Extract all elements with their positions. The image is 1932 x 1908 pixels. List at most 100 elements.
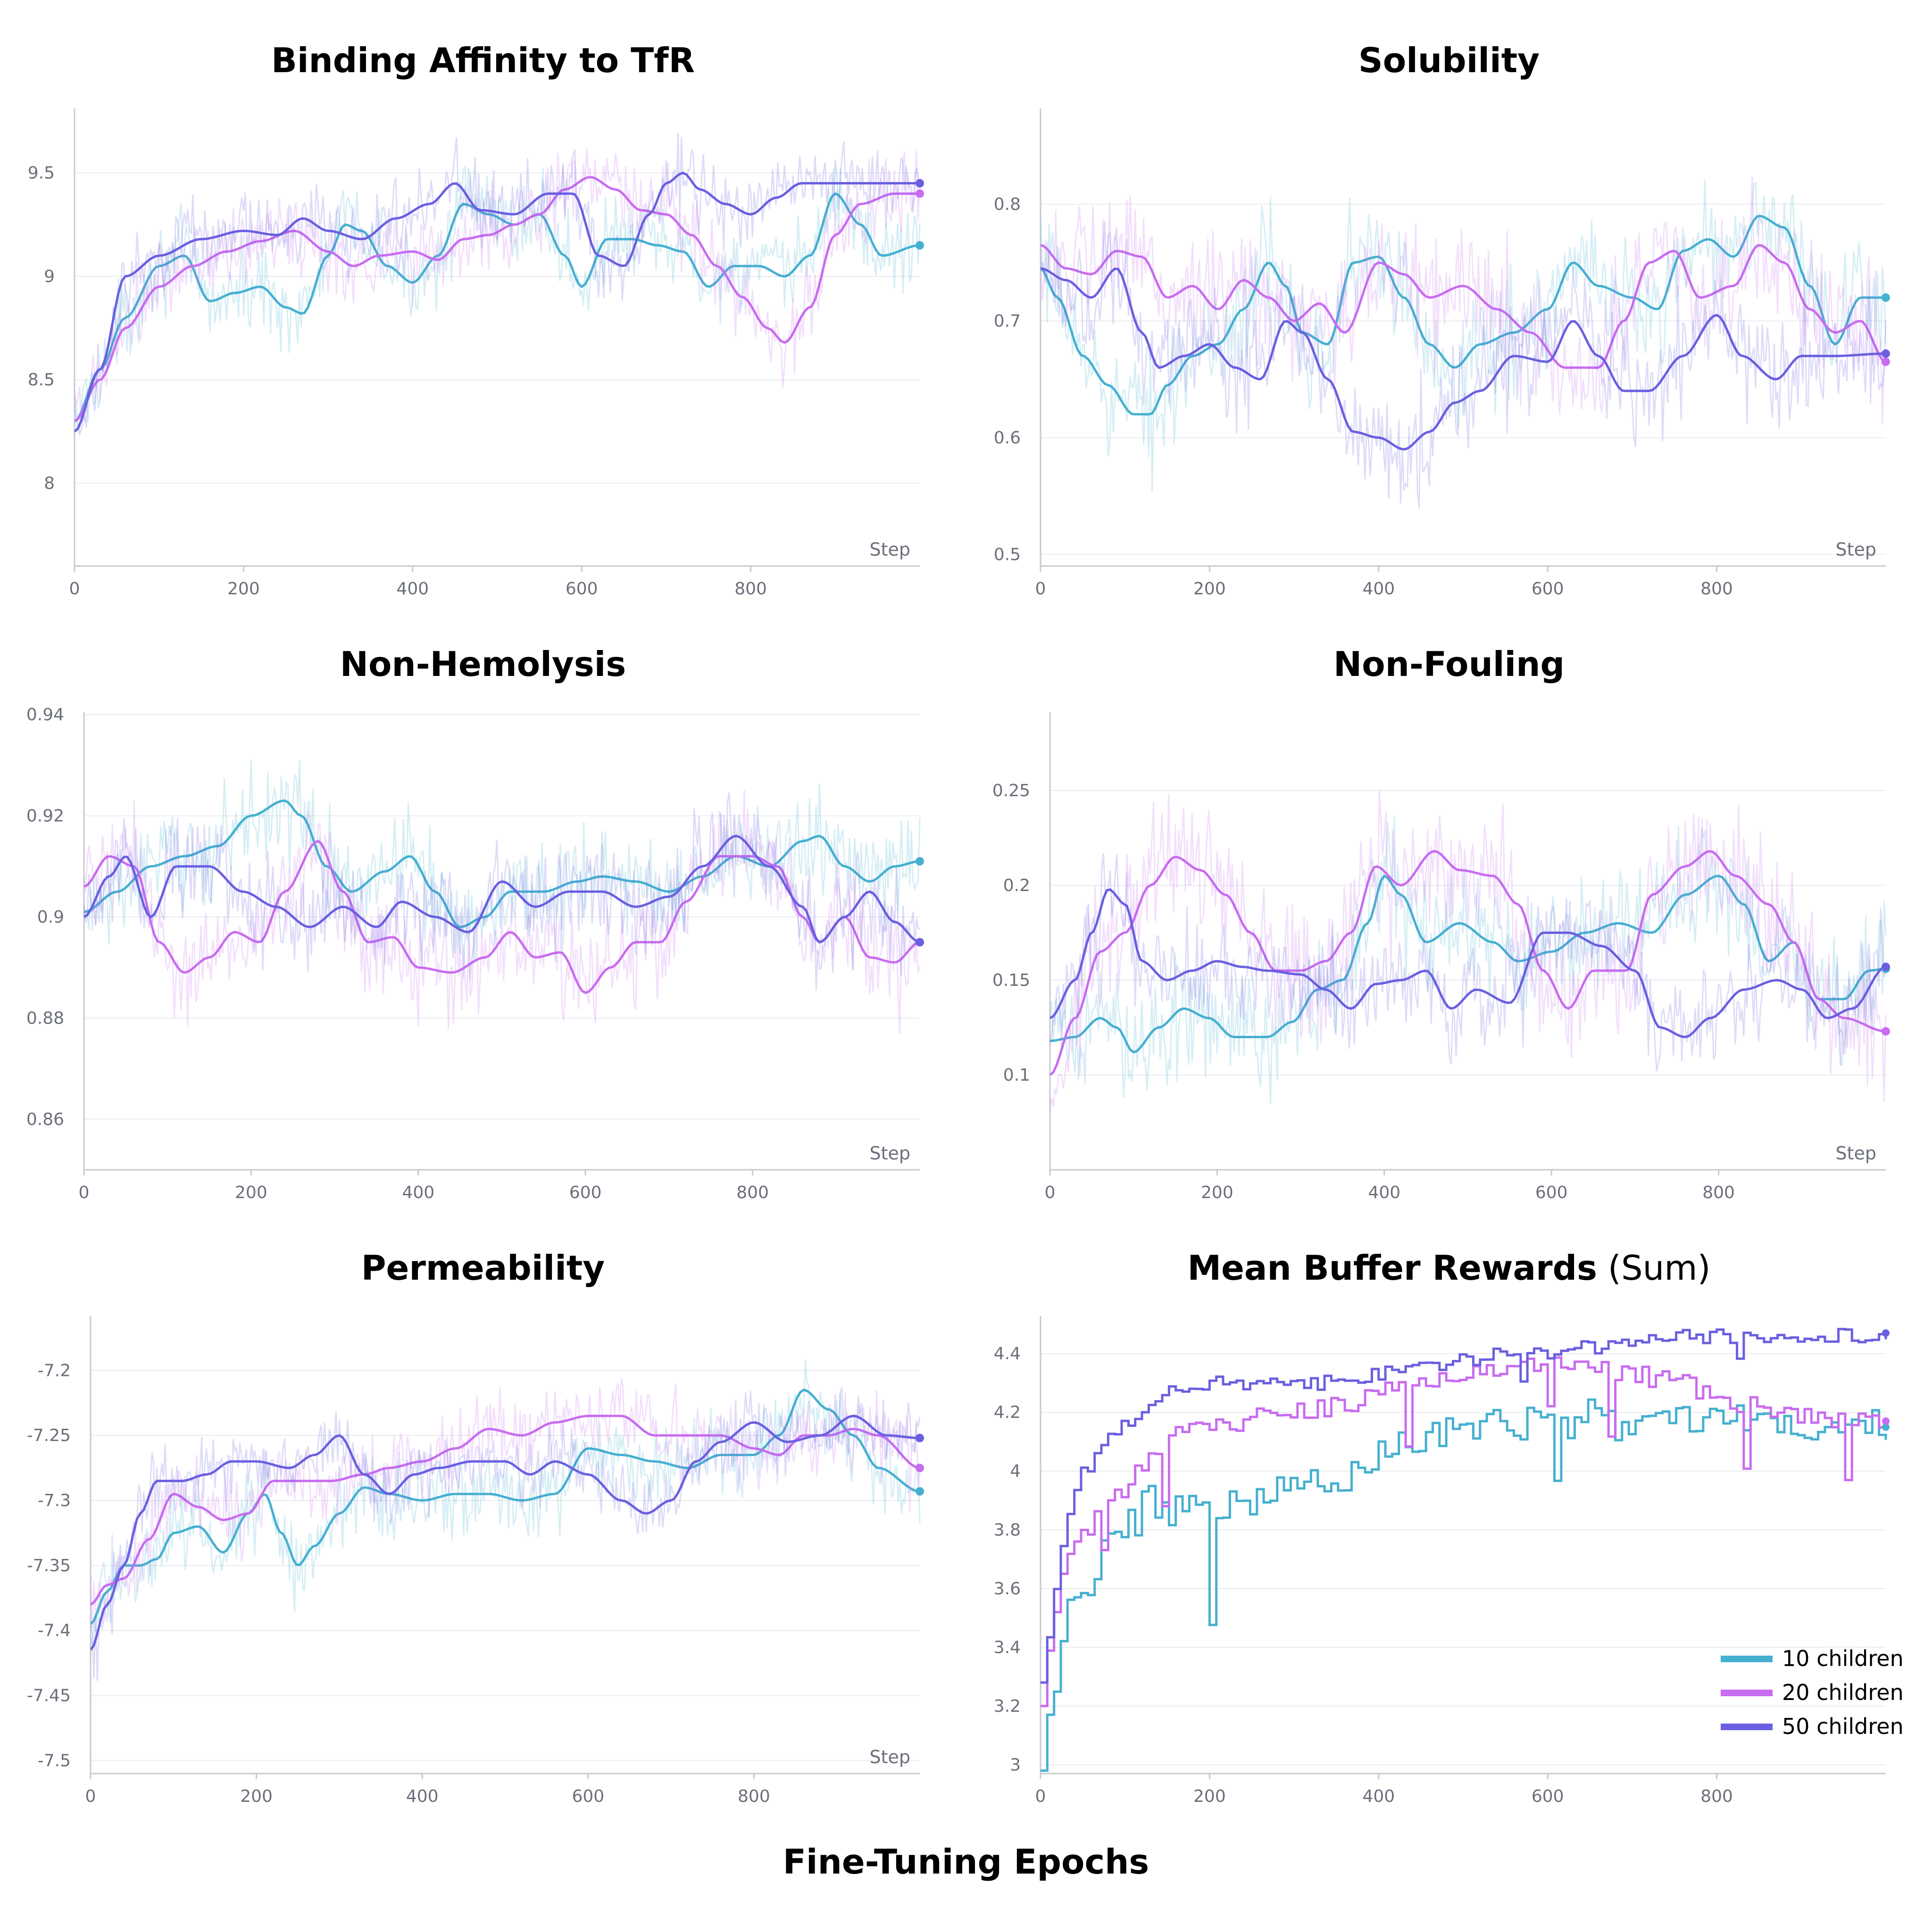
series-end-marker bbox=[1882, 1027, 1890, 1036]
series-group bbox=[84, 759, 921, 1035]
y-tick-label: -7.35 bbox=[27, 1556, 71, 1575]
y-tick-label: 3 bbox=[1010, 1755, 1021, 1775]
x-tick-label: 800 bbox=[738, 1787, 770, 1806]
step-label: Step bbox=[869, 539, 910, 560]
series-line-10-children bbox=[1041, 215, 1886, 416]
y-tick-label: 4 bbox=[1010, 1462, 1021, 1481]
panel-title-suffix: (Sum) bbox=[1597, 1248, 1711, 1288]
series-group bbox=[1041, 1328, 1887, 1772]
y-tick-label: 3.6 bbox=[994, 1579, 1021, 1599]
y-tick-label: -7.2 bbox=[38, 1361, 71, 1380]
series-line-20-children bbox=[1050, 850, 1886, 1076]
series-line-20-children bbox=[1041, 244, 1887, 369]
x-tick-label: 200 bbox=[1201, 1183, 1233, 1202]
y-tick-label: 0.88 bbox=[26, 1008, 64, 1028]
series-line-10-children bbox=[1041, 1398, 1887, 1772]
y-tick-label: 8 bbox=[44, 474, 55, 493]
panel-title: Permeability bbox=[361, 1248, 605, 1288]
series-end-marker bbox=[916, 189, 924, 198]
series-group bbox=[91, 1359, 921, 1681]
y-tick-label: -7.5 bbox=[38, 1751, 71, 1770]
x-tick-label: 200 bbox=[227, 579, 260, 599]
y-tick-label: 8.5 bbox=[28, 370, 55, 390]
y-tick-label: 0.2 bbox=[1003, 876, 1030, 895]
series-end-marker bbox=[916, 179, 924, 188]
x-tick-label: 0 bbox=[79, 1183, 90, 1202]
x-tick-label: 800 bbox=[1700, 579, 1733, 599]
legend: 10 children 20 children 50 children bbox=[1721, 1646, 1904, 1739]
series-raw-50-children bbox=[1041, 221, 1887, 509]
series-end-marker bbox=[1882, 357, 1890, 366]
x-tick-label: 800 bbox=[1700, 1787, 1733, 1806]
series-line-50-children bbox=[1041, 267, 1886, 450]
y-tick-label: 0.92 bbox=[26, 806, 64, 825]
y-tick-label: 3.2 bbox=[994, 1697, 1021, 1716]
x-tick-label: 400 bbox=[396, 579, 429, 599]
series-line-20-children bbox=[84, 840, 920, 994]
y-tick-label: 0.94 bbox=[26, 705, 64, 725]
x-tick-label: 800 bbox=[1702, 1183, 1735, 1202]
y-tick-label: 9 bbox=[44, 267, 55, 286]
series-group bbox=[1041, 176, 1887, 509]
step-label: Step bbox=[1835, 539, 1876, 560]
panel-solubility: Solubility 0.5 0.6 0.7 0.8 0 200 400 600 800 Step bbox=[966, 0, 1932, 604]
y-tick-label: 9.5 bbox=[28, 164, 55, 183]
series-line-20-children bbox=[1041, 1356, 1887, 1708]
x-tick-label: 0 bbox=[1035, 579, 1046, 599]
series-line-50-children bbox=[1041, 1328, 1887, 1684]
legend-label: 20 children bbox=[1782, 1680, 1904, 1705]
panel-title: Mean Buffer Rewards (Sum) bbox=[966, 1248, 1932, 1288]
x-tick-label: 0 bbox=[69, 579, 80, 599]
series-end-marker bbox=[1882, 1417, 1890, 1425]
x-tick-label: 600 bbox=[1532, 579, 1564, 599]
x-tick-label: 600 bbox=[566, 579, 598, 599]
y-tick-label: 0.9 bbox=[37, 908, 64, 927]
y-tick-label: 4.4 bbox=[994, 1344, 1021, 1364]
y-tick-label: -7.45 bbox=[27, 1686, 71, 1706]
step-label: Step bbox=[869, 1143, 910, 1164]
y-tick-label: -7.4 bbox=[38, 1621, 71, 1641]
panel-permeability: Permeability -7.5 -7.45 -7.4 -7.35 -7.3 -7.25… bbox=[0, 1208, 966, 1811]
x-tick-label: 400 bbox=[1362, 579, 1395, 599]
series-raw-50-children bbox=[1050, 853, 1887, 1072]
series-end-marker bbox=[916, 938, 924, 947]
series-line-10-children bbox=[91, 1388, 920, 1625]
series-raw-50-children bbox=[75, 133, 921, 436]
x-tick-label: 600 bbox=[569, 1183, 602, 1202]
series-raw-20-children bbox=[91, 1378, 921, 1628]
series-line-20-children bbox=[91, 1415, 920, 1606]
series-line-10-children bbox=[75, 192, 920, 422]
panel-title: Solubility bbox=[1358, 41, 1540, 80]
x-tick-label: 800 bbox=[734, 579, 767, 599]
y-tick-label: 0.15 bbox=[992, 971, 1030, 990]
panel-title: Non-Hemolysis bbox=[340, 644, 626, 684]
x-tick-label: 600 bbox=[1532, 1787, 1564, 1806]
x-tick-label: 200 bbox=[1193, 1787, 1226, 1806]
x-tick-label: 400 bbox=[1368, 1183, 1400, 1202]
series-raw-10-children bbox=[84, 759, 921, 979]
series-group bbox=[1050, 790, 1887, 1113]
x-tick-label: 200 bbox=[1193, 579, 1226, 599]
x-axis-title: Fine-Tuning Epochs bbox=[783, 1842, 1149, 1882]
x-tick-label: 0 bbox=[1035, 1787, 1046, 1806]
panel-title: Non-Fouling bbox=[1333, 644, 1565, 684]
series-raw-10-children bbox=[75, 164, 921, 433]
panel-title: Binding Affinity to TfR bbox=[271, 41, 695, 80]
permeability-chart: -7.5 -7.45 -7.4 -7.35 -7.3 -7.25 -7.2 0 200 400 60… bbox=[27, 1316, 924, 1806]
binding-affinity-chart: 8 8.5 9 9.5 0 200 400 600 800 Step bbox=[28, 108, 924, 599]
x-tick-label: 600 bbox=[1535, 1183, 1568, 1202]
series-end-marker bbox=[916, 1464, 924, 1473]
panel-binding-affinity: Binding Affinity to TfR 8 8.5 9 9.5 0 200 400 6… bbox=[0, 0, 966, 604]
series-end-marker bbox=[916, 1487, 924, 1496]
series-group bbox=[75, 133, 921, 436]
x-tick-label: 200 bbox=[240, 1787, 273, 1806]
legend-swatch bbox=[1721, 1724, 1773, 1730]
y-tick-label: 0.86 bbox=[26, 1110, 64, 1129]
panel-mean-buffer-rewards: Mean Buffer Rewards (Sum) 3 3.2 3.4 3.6 3.8 4… bbox=[966, 1208, 1932, 1811]
series-end-marker bbox=[1882, 349, 1890, 358]
y-tick-label: 0.7 bbox=[994, 311, 1021, 331]
y-tick-label: 4.2 bbox=[994, 1403, 1021, 1422]
step-label: Step bbox=[869, 1747, 910, 1767]
panel-title-main: Mean Buffer Rewards bbox=[1187, 1248, 1597, 1288]
series-line-50-children bbox=[91, 1415, 920, 1651]
